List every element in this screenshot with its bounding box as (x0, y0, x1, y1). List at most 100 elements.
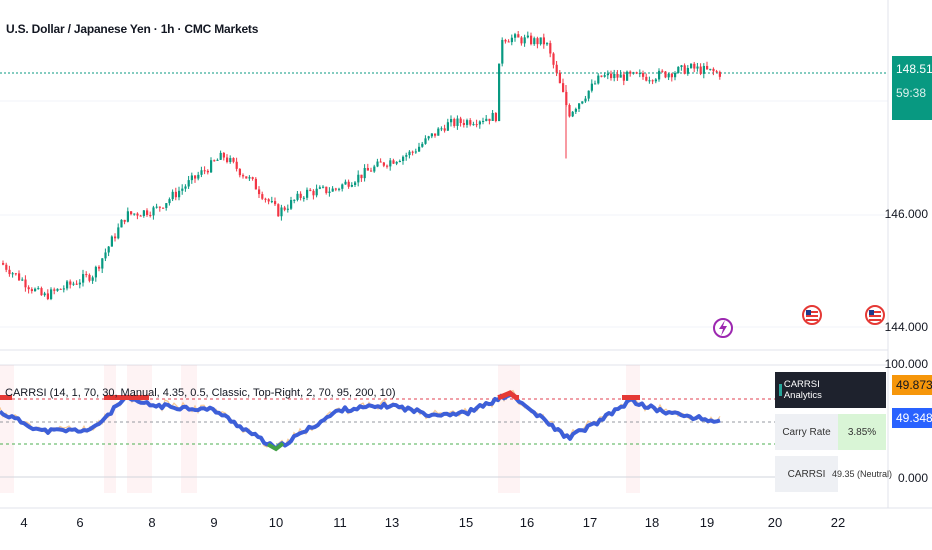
candle-body (40, 288, 43, 296)
x-tick-label: 18 (644, 515, 660, 530)
candle-body (482, 120, 485, 122)
candle-body (174, 191, 177, 198)
candle-body (693, 63, 696, 69)
candle-body (283, 207, 286, 210)
candle-body (469, 120, 472, 125)
candle-body (197, 174, 200, 179)
candle-body (453, 119, 456, 126)
candle-body (590, 83, 593, 91)
candle-body (88, 274, 91, 281)
candle-body (232, 158, 235, 162)
candle-body (322, 186, 325, 188)
candle-body (254, 178, 257, 190)
candle-body (213, 160, 216, 162)
candle-body (456, 118, 459, 126)
candle-body (318, 187, 321, 189)
candle-body (331, 188, 334, 192)
candle-body (165, 203, 168, 208)
x-tick-label: 4 (20, 515, 28, 530)
candle-body (686, 67, 689, 74)
candle-body (338, 188, 341, 190)
us-flag-icon[interactable] (865, 305, 885, 325)
candle-body (610, 73, 613, 79)
candle-body (24, 279, 27, 288)
candle-body (187, 180, 190, 187)
candle-body (69, 281, 72, 285)
candle-body (251, 177, 254, 179)
candle-body (539, 37, 542, 45)
candle-body (430, 133, 433, 137)
candle-body (494, 112, 497, 122)
price-value: 148.514 (896, 62, 932, 76)
candle-body (667, 73, 670, 78)
candle-body (568, 105, 571, 117)
candle-body (341, 184, 344, 189)
analytics-header: CARRSI Analytics (775, 372, 838, 408)
candle-body (699, 66, 702, 74)
y-tick-144: 144.000 (884, 320, 928, 334)
carrsi-label: CARRSI (775, 456, 838, 492)
indicator-label[interactable]: CARRSI (14, 1, 70, 30, Manual, 4.35, 0.5… (5, 387, 396, 399)
candle-body (402, 156, 405, 162)
candle-body (21, 279, 24, 281)
candle-body (370, 170, 373, 172)
y-tick-146: 146.000 (884, 207, 928, 221)
candle-body (542, 37, 545, 45)
candle-body (222, 152, 225, 158)
candle-body (277, 204, 280, 217)
lightning-icon[interactable] (713, 318, 733, 338)
overbought-shading (0, 365, 640, 493)
candle-body (379, 161, 382, 163)
candle-body (117, 227, 120, 239)
countdown: 59:38 (896, 86, 927, 100)
candle-body (485, 118, 488, 121)
candle-body (661, 70, 664, 72)
candle-body (683, 65, 686, 74)
candle-body (101, 258, 104, 269)
candle-body (472, 124, 475, 126)
candle-body (130, 211, 133, 215)
candle-body (149, 215, 152, 217)
us-flag-icon[interactable] (802, 305, 822, 325)
candle-body (517, 34, 520, 38)
candle-body (357, 174, 360, 183)
candle-body (91, 277, 94, 281)
candle-body (690, 63, 693, 68)
x-tick-label: 20 (767, 515, 783, 530)
candle-body (312, 190, 315, 196)
candle-body (267, 199, 270, 202)
candle-body (136, 213, 139, 216)
y-tick-100: 100.000 (884, 357, 928, 371)
candle-body (366, 167, 369, 171)
candles (2, 31, 721, 301)
candle-body (520, 37, 523, 44)
candle-body (405, 155, 408, 157)
candle-body (162, 207, 165, 209)
candle-body (155, 206, 158, 208)
carry-rate-label: Carry Rate (775, 414, 838, 450)
x-tick-label: 8 (148, 515, 156, 530)
carrsi-oversold-segment (267, 441, 285, 452)
candle-body (123, 219, 126, 222)
candle-body (386, 165, 389, 167)
candle-body (603, 75, 606, 77)
candle-body (120, 219, 123, 228)
candle-body (613, 74, 616, 79)
candle-body (581, 101, 584, 104)
carrsi-badge-blue: 49.348 (892, 408, 932, 428)
candle-body (168, 199, 171, 204)
candle-body (50, 289, 53, 300)
candle-body (558, 72, 561, 84)
candle-body (178, 190, 181, 198)
candle-body (507, 41, 510, 43)
candle-body (142, 210, 145, 216)
candle-body (395, 161, 398, 164)
candle-body (62, 288, 65, 290)
candle-body (85, 274, 88, 276)
candle-body (491, 112, 494, 121)
candle-body (98, 266, 101, 269)
candle-body (597, 75, 600, 84)
candle-body (66, 281, 69, 289)
candle-body (526, 35, 529, 38)
